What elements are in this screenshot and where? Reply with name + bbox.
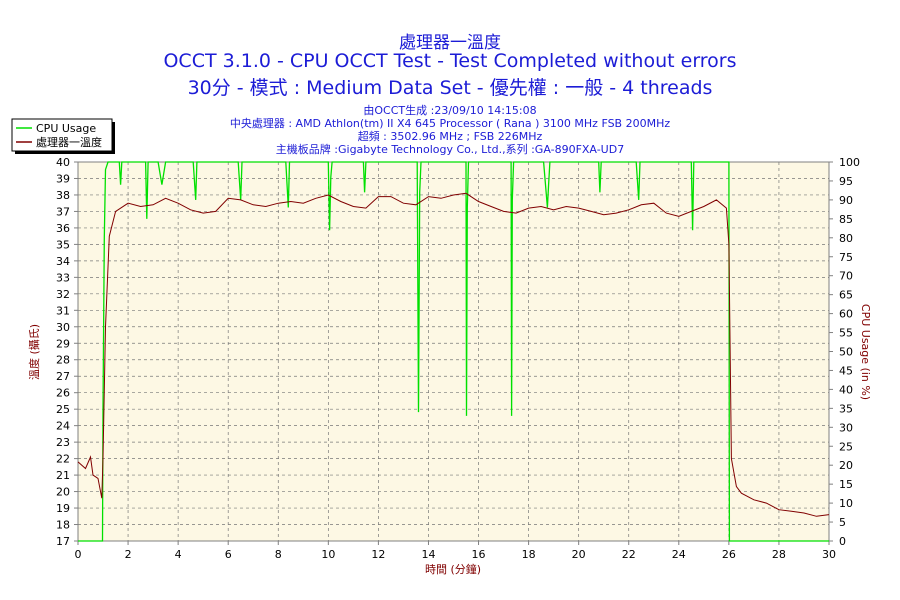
left-tick-label: 38 — [56, 189, 70, 202]
left-tick-label: 33 — [56, 271, 70, 284]
x-tick-label: 10 — [321, 548, 335, 561]
left-tick-label: 37 — [56, 205, 70, 218]
right-tick-label: 70 — [839, 270, 853, 283]
chart-title: OCCT 3.1.0 - CPU OCCT Test - Test Comple… — [163, 50, 737, 72]
plot-area — [77, 161, 830, 542]
right-tick-label: 60 — [839, 308, 853, 321]
left-tick-label: 39 — [56, 172, 70, 185]
x-tick-label: 16 — [472, 548, 486, 561]
x-tick-label: 14 — [421, 548, 435, 561]
right-tick-label: 0 — [839, 535, 846, 548]
right-tick-label: 45 — [839, 364, 853, 377]
left-tick-label: 17 — [56, 535, 70, 548]
left-tick-label: 25 — [56, 403, 70, 416]
x-tick-label: 12 — [371, 548, 385, 561]
left-tick-label: 29 — [56, 337, 70, 350]
right-tick-label: 15 — [839, 478, 853, 491]
left-tick-label: 30 — [56, 321, 70, 334]
x-tick-label: 24 — [672, 548, 686, 561]
right-tick-label: 10 — [839, 497, 853, 510]
right-tick-label: 25 — [839, 440, 853, 453]
left-tick-label: 18 — [56, 519, 70, 532]
left-axis-ticks: 17 18 19 20 21 22 23 24 25 26 27 28 29 30 31 32 33 34 35 36… — [56, 156, 78, 548]
right-tick-label: 20 — [839, 459, 853, 472]
left-tick-label: 20 — [56, 486, 70, 499]
left-tick-label: 40 — [56, 156, 70, 169]
x-tick-label: 26 — [722, 548, 736, 561]
left-tick-label: 27 — [56, 370, 70, 383]
right-tick-label: 35 — [839, 402, 853, 415]
x-tick-label: 18 — [522, 548, 536, 561]
left-tick-label: 28 — [56, 354, 70, 367]
legend: CPU Usage 處理器一溫度 — [11, 118, 115, 154]
chart-title-chinese: 處理器一溫度 — [399, 33, 501, 53]
left-axis-label: 溫度 (攝氏) — [27, 324, 41, 380]
cpu-usage-series-line — [78, 161, 829, 542]
right-tick-label: 90 — [839, 194, 853, 207]
right-tick-label: 30 — [839, 421, 853, 434]
right-tick-label: 5 — [839, 516, 846, 529]
left-tick-label: 21 — [56, 469, 70, 482]
left-tick-label: 31 — [56, 304, 70, 317]
right-axis-label: CPU Usage (in %) — [859, 304, 872, 400]
legend-label-temperature: 處理器一溫度 — [36, 135, 102, 149]
left-tick-label: 24 — [56, 420, 70, 433]
left-tick-label: 32 — [56, 288, 70, 301]
x-tick-label: 20 — [572, 548, 586, 561]
right-tick-label: 65 — [839, 289, 853, 302]
x-tick-label: 4 — [175, 548, 182, 561]
x-tick-label: 22 — [622, 548, 636, 561]
left-tick-label: 35 — [56, 238, 70, 251]
right-tick-label: 75 — [839, 251, 853, 264]
x-tick-label: 28 — [772, 548, 786, 561]
right-axis-ticks: 0 5 10 15 20 25 30 35 40 45 50 55 60 65 70 75 80 85 90 95 10… — [829, 156, 860, 548]
left-tick-label: 22 — [56, 453, 70, 466]
chart-subtitle: 30分 - 模式 : Medium Data Set - 優先權 : 一般 - … — [187, 77, 713, 99]
x-tick-label: 0 — [75, 548, 82, 561]
temperature-series-line — [77, 192, 830, 517]
x-tick-label: 6 — [225, 548, 232, 561]
right-tick-label: 95 — [839, 175, 853, 188]
generated-info: 由OCCT生成 :23/09/10 14:15:08 — [363, 104, 537, 117]
right-tick-label: 55 — [839, 327, 853, 340]
right-tick-label: 100 — [839, 156, 860, 169]
x-axis-label: 時間 (分鐘) — [425, 562, 481, 576]
legend-box — [11, 118, 113, 152]
overclock-info: 超頻 : 3502.96 MHz ; FSB 226MHz — [357, 130, 543, 143]
right-tick-label: 50 — [839, 346, 853, 359]
motherboard-info: 主機板品牌 :Gigabyte Technology Co., Ltd.,系列 … — [275, 143, 625, 156]
right-tick-label: 40 — [839, 383, 853, 396]
x-axis-ticks: 0 2 4 6 8 10 12 14 16 18 20 22 24 26 28 30 — [75, 541, 836, 561]
left-tick-label: 23 — [56, 436, 70, 449]
x-tick-label: 8 — [275, 548, 282, 561]
x-tick-label: 2 — [125, 548, 132, 561]
left-tick-label: 36 — [56, 222, 70, 235]
left-tick-label: 19 — [56, 502, 70, 515]
x-tick-label: 30 — [822, 548, 836, 561]
legend-label-cpu-usage: CPU Usage — [36, 122, 96, 135]
cpu-info: 中央處理器 : AMD Athlon(tm) II X4 645 Process… — [229, 117, 671, 130]
right-tick-label: 80 — [839, 232, 853, 245]
grid — [78, 162, 829, 541]
left-tick-label: 26 — [56, 387, 70, 400]
left-tick-label: 34 — [56, 255, 70, 268]
right-tick-label: 85 — [839, 213, 853, 226]
